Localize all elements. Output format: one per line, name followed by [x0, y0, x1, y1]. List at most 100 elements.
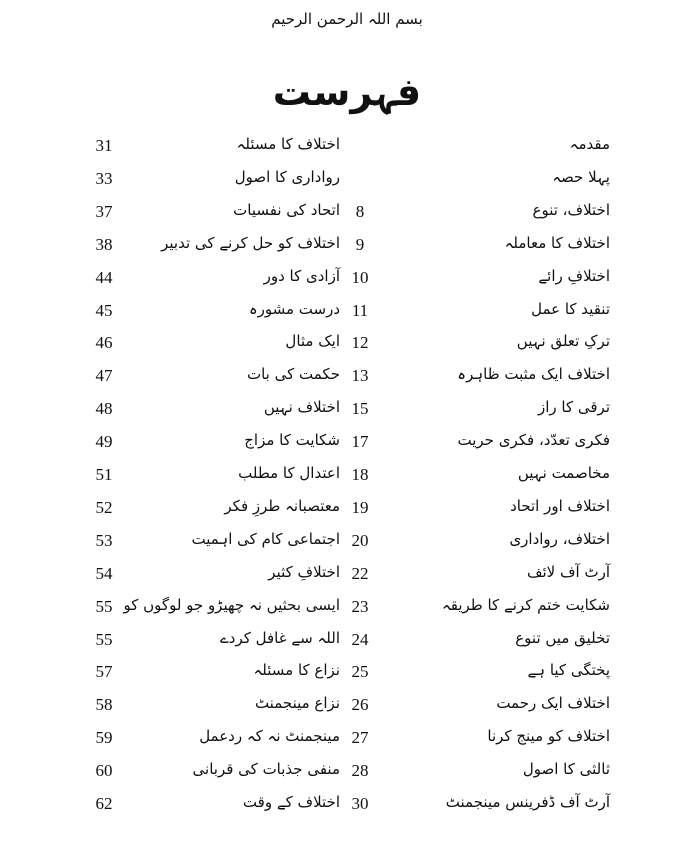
toc-entry-title: آزادی کا دور [263, 266, 340, 285]
toc-entry-title: اجتماعی کام کی اہمیت [191, 529, 341, 548]
toc-entry-page: 31 [95, 136, 113, 155]
page-title: فہرست [272, 70, 422, 114]
toc-row: پختگی کیا ہے 25 نزاع کا مسئلہ 57 [0, 661, 694, 689]
toc-entry-title: اختلاف، تنوع [532, 200, 610, 219]
toc-entry-title: اختلاف کو حل کرنے کی تدبیر [161, 233, 340, 252]
toc-entry-title: حکمت کی بات [246, 365, 340, 384]
toc-entry-page: 59 [95, 728, 113, 748]
toc-row: مخاصمت نہیں 18 اعتدال کا مطلب 51 [0, 464, 694, 492]
toc-entry-page: 60 [95, 761, 113, 781]
toc-entry-title: معتصبانہ طرزِ فکر [224, 496, 340, 515]
toc-entry-page: 46 [95, 333, 113, 353]
toc-entry-page: 22 [351, 563, 369, 583]
toc-row: اختلاف، تنوع 8 اتحاد کی نفسیات 37 [0, 201, 694, 229]
toc-entry-page: 12 [351, 333, 369, 353]
toc-row: اختلاف کو مینج کرنا 27 مینجمنٹ نہ کہ ردعمل… [0, 727, 694, 755]
toc-row: پہلا حصہ رواداری کا اصول 33 [0, 168, 694, 196]
toc-entry-page: 20 [351, 530, 369, 550]
toc-entry-title: اختلافِ رائے [538, 266, 610, 285]
toc-entry-title: ترکِ تعلق نہیں [516, 332, 610, 351]
toc-row: فکری تعدّد، فکری حریت 17 شکایت کا مزاج 49 [0, 431, 694, 459]
toc-row: ثالثی کا اصول 28 منفی جذبات کی قربانی 60 [0, 760, 694, 788]
toc-entry-title: مقدمہ [569, 135, 610, 153]
toc-entry-title: تخلیق میں تنوع [515, 628, 610, 647]
toc-row: اختلافِ رائے 10 آزادی کا دور 44 [0, 267, 694, 295]
toc-entry-title: شکایت ختم کرنے کا طریقہ [441, 595, 610, 614]
toc-entry-page: 33 [95, 168, 113, 188]
bismillah-heading: بسم اللہ الرحمن الرحیم [271, 10, 423, 28]
toc-entry-page: 55 [95, 629, 113, 649]
toc-row: شکایت ختم کرنے کا طریقہ 23 ایسی بحثیں نہ چ… [0, 596, 694, 624]
toc-entry-page: 25 [351, 662, 369, 682]
toc-entry-title: اختلاف ایک مثبت ظاہرہ [457, 365, 610, 384]
toc-entry-title: اختلاف، رواداری [509, 529, 610, 548]
toc-row: اختلاف ایک مثبت ظاہرہ 13 حکمت کی بات 47 [0, 365, 694, 393]
toc-entry-page: 44 [95, 267, 113, 287]
toc-entry-page: 10 [351, 267, 369, 287]
toc-entry-title: فکری تعدّد، فکری حریت [457, 431, 610, 450]
toc-entry-title: ایسی بحثیں نہ چھیڑو جو لوگوں کو [123, 595, 341, 614]
toc-entry-page: 52 [95, 497, 113, 517]
toc-entry-title: اختلاف کے وقت [242, 793, 340, 811]
toc-entry-page: 30 [351, 794, 369, 813]
toc-entry-title: ثالثی کا اصول [522, 760, 610, 779]
toc-entry-title: پہلا حصہ [552, 167, 610, 186]
toc-entry-page: 58 [95, 695, 113, 715]
toc-entry-page: 24 [351, 629, 369, 649]
toc-entry-title: اللہ سے غافل کردے [220, 628, 340, 647]
toc-entry-page: 51 [95, 465, 113, 484]
toc-entry-title: اختلاف اور اتحاد [510, 496, 610, 515]
toc-entry-page: 19 [351, 497, 369, 517]
toc-entry-title: اختلاف کا مسئلہ [236, 135, 340, 153]
toc-row: مقدمہ اختلاف کا مسئلہ 31 [0, 135, 694, 163]
toc-row: آرٹ آف ڈفرینس مینجمنٹ 30 اختلاف کے وقت 62 [0, 793, 694, 821]
toc-entry-page: 27 [351, 728, 369, 748]
toc-entry-title: آرٹ آف لائف [526, 562, 610, 581]
toc-entry-title: رواداری کا اصول [234, 167, 340, 186]
toc-entry-page: 54 [95, 563, 113, 583]
toc-entry-page: 57 [95, 662, 113, 682]
toc-entry-title: اعتدال کا مطلب [238, 464, 340, 482]
toc-entry-page: 45 [95, 300, 113, 320]
toc-entry-title: نزاع کا مسئلہ [253, 661, 340, 680]
toc-entry-page: 26 [351, 695, 369, 715]
toc-entry-page: 15 [351, 399, 369, 419]
toc-entry-page: 18 [351, 465, 369, 484]
toc-entry-title: آرٹ آف ڈفرینس مینجمنٹ [445, 793, 610, 811]
toc-row: اختلاف ایک رحمت 26 نزاع مینجمنٹ 58 [0, 694, 694, 722]
toc-entry-title: اتحاد کی نفسیات [233, 200, 340, 219]
toc-entry-title: اختلاف نہیں [263, 398, 340, 417]
toc-row: آرٹ آف لائف 22 اختلافِ کثیر 54 [0, 563, 694, 591]
toc-entry-title: مخاصمت نہیں [517, 464, 610, 482]
toc-entry-page: 11 [351, 300, 369, 320]
toc-row: ترقی کا راز 15 اختلاف نہیں 48 [0, 398, 694, 426]
toc-entry-title: ترقی کا راز [537, 398, 610, 417]
toc-entry-page: 48 [95, 399, 113, 419]
toc-entry-page: 28 [351, 761, 369, 781]
toc-entry-title: نزاع مینجمنٹ [254, 694, 340, 713]
toc-entry-title: تنقید کا عمل [531, 299, 610, 318]
toc-entry-page: 53 [95, 530, 113, 550]
toc-entry-title: پختگی کیا ہے [527, 661, 610, 680]
toc-entry-page: 9 [355, 234, 365, 254]
toc-entry-page: 37 [95, 201, 113, 221]
toc-entry-page: 62 [95, 794, 113, 813]
toc-entry-page: 8 [355, 201, 365, 221]
toc-entry-page: 13 [351, 366, 369, 386]
toc-entry-title: اختلاف کو مینج کرنا [487, 727, 610, 746]
toc-entry-title: اختلاف ایک رحمت [496, 694, 610, 713]
toc-entry-page: 47 [95, 366, 113, 386]
toc-row: اختلاف، رواداری 20 اجتماعی کام کی اہمیت 53 [0, 530, 694, 558]
toc-row: تخلیق میں تنوع 24 اللہ سے غافل کردے 55 [0, 629, 694, 657]
toc-entry-title: شکایت کا مزاج [244, 431, 340, 450]
toc-entry-title: اختلافِ کثیر [268, 562, 340, 581]
toc-entry-page: 55 [95, 596, 113, 616]
toc-entry-title: مینجمنٹ نہ کہ ردعمل [199, 727, 340, 746]
toc-entry-title: درست مشورہ [248, 299, 340, 318]
toc-row: ترکِ تعلق نہیں 12 ایک مثال 46 [0, 332, 694, 360]
toc-row: اختلاف اور اتحاد 19 معتصبانہ طرزِ فکر 52 [0, 497, 694, 525]
toc-entry-page: 49 [95, 432, 113, 452]
toc-row: تنقید کا عمل 11 درست مشورہ 45 [0, 300, 694, 328]
toc-row: اختلاف کا معاملہ 9 اختلاف کو حل کرنے کی تد… [0, 234, 694, 262]
toc-entry-title: ایک مثال [285, 332, 340, 351]
